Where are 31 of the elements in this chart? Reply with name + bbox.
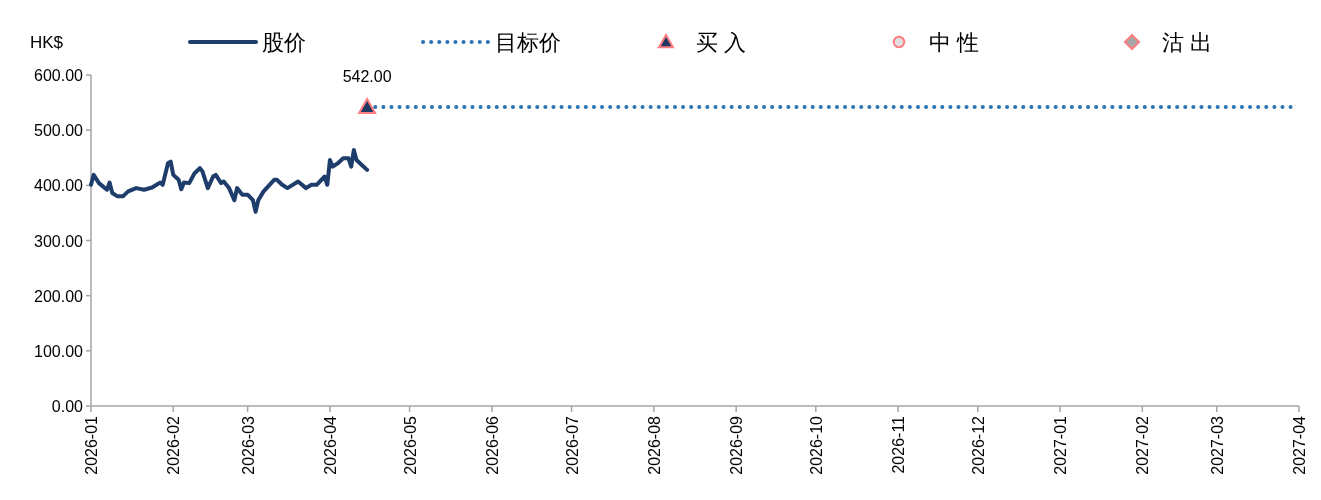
- x-tick-label: 2026-01: [83, 415, 100, 475]
- x-tick-label: 2026-11: [890, 415, 908, 474]
- y-axis-title: HK$: [30, 33, 64, 52]
- x-tick-label: 2026-04: [321, 415, 339, 475]
- x-tick-label: 2026-07: [563, 415, 581, 475]
- y-tick-label: 300.00: [34, 232, 84, 250]
- x-tick-label: 2026-02: [165, 415, 183, 475]
- x-tick-label: 2027-04: [1291, 415, 1308, 475]
- x-tick-label: 2026-03: [239, 415, 257, 475]
- y-tick-label: 600.00: [34, 67, 84, 84]
- annotation: 542.00: [342, 68, 392, 85]
- legend-label: 股价: [262, 30, 306, 55]
- x-tick-label: 2027-01: [1052, 415, 1070, 475]
- x-tick-label: 2027-03: [1208, 415, 1226, 475]
- x-tick-label: 2027-02: [1134, 415, 1152, 475]
- legend-label: 沽出: [1162, 30, 1218, 55]
- legend-label: 买入: [696, 30, 752, 55]
- x-tick-label: 2026-10: [807, 415, 825, 475]
- x-tick-label: 2026-09: [728, 415, 746, 475]
- y-tick-label: 200.00: [34, 287, 84, 305]
- x-tick-label: 2026-08: [645, 415, 663, 475]
- line-series: [89, 148, 370, 214]
- y-tick-label: 400.00: [34, 177, 84, 195]
- y-tick-label: 500.00: [34, 122, 84, 140]
- x-tick-label: 2026-05: [401, 415, 419, 475]
- legend-label: 目标价: [495, 30, 561, 55]
- y-tick-label: 100.00: [34, 342, 84, 360]
- x-tick-label: 2026-12: [969, 415, 987, 475]
- x-tick-label: 2026-06: [483, 415, 501, 475]
- legend-label: 中性: [929, 30, 985, 55]
- y-tick-label: 0.00: [51, 398, 84, 415]
